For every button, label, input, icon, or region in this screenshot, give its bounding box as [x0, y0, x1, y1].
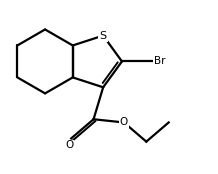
Text: O: O	[120, 117, 128, 127]
Text: O: O	[65, 140, 74, 150]
Text: Br: Br	[154, 56, 165, 66]
Text: S: S	[100, 31, 107, 41]
